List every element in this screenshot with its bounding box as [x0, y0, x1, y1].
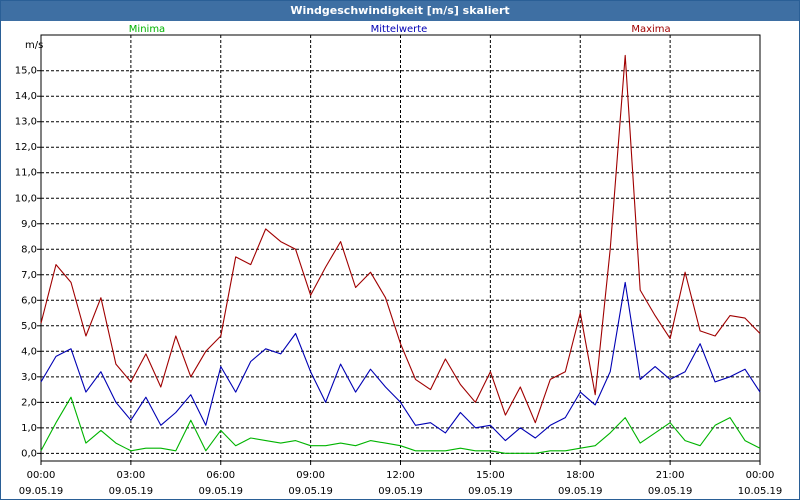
y-tick-label: 5,0: [21, 321, 37, 332]
y-axis-unit: m/s: [25, 40, 43, 51]
x-tick-time: 00:00: [27, 470, 56, 481]
y-tick-label: 11,0: [15, 168, 37, 179]
series-line-minima: [40, 396, 761, 454]
legend-minima: Minima: [129, 24, 165, 35]
x-tick-date: 09.05.19: [109, 486, 154, 497]
x-tick-date: 10.05.19: [738, 486, 783, 497]
x-tick-date: 09.05.19: [19, 486, 64, 497]
chart-canvas: Minima Mittelwerte Maxima 0,0 1,0 2,0 3,0 4,0 5…: [15, 24, 783, 497]
y-tick-label: 10,0: [15, 193, 37, 204]
y-tick-label: 3,0: [21, 372, 37, 383]
y-tick-label: 8,0: [21, 244, 37, 255]
legend-maxima: Maxima: [631, 24, 670, 35]
x-tick-date: 09.05.19: [288, 486, 333, 497]
y-tick-label: 6,0: [21, 295, 37, 306]
chart-title: Windgeschwindigkeit [m/s] skaliert: [1, 1, 799, 21]
series-line-mittelwerte: [40, 281, 761, 442]
x-tick-time: 18:00: [566, 470, 595, 481]
x-tick-time: 03:00: [116, 470, 145, 481]
y-tick-label: 14,0: [15, 91, 37, 102]
y-tick-label: 7,0: [21, 270, 37, 281]
x-tick-time: 12:00: [386, 470, 415, 481]
y-tick-label: 12,0: [15, 142, 37, 153]
y-tick-label: 0,0: [21, 448, 37, 459]
x-tick-date: 09.05.19: [558, 486, 603, 497]
y-tick-label: 13,0: [15, 117, 37, 128]
y-tick-label: 4,0: [21, 346, 37, 357]
x-tick-time: 15:00: [476, 470, 505, 481]
x-tick-date: 09.05.19: [378, 486, 423, 497]
y-tick-label: 9,0: [21, 219, 37, 230]
y-tick-label: 1,0: [21, 423, 37, 434]
x-tick-time: 00:00: [746, 470, 775, 481]
x-tick-time: 21:00: [656, 470, 685, 481]
x-tick-date: 09.05.19: [468, 486, 513, 497]
x-tick-time: 09:00: [296, 470, 325, 481]
x-tick-date: 09.05.19: [198, 486, 243, 497]
y-tick-label: 2,0: [21, 397, 37, 408]
x-tick-date: 09.05.19: [648, 486, 693, 497]
legend-mittelwerte: Mittelwerte: [371, 24, 428, 35]
y-tick-label: 15,0: [15, 66, 37, 77]
x-tick-time: 06:00: [206, 470, 235, 481]
series-line-maxima: [40, 54, 761, 424]
